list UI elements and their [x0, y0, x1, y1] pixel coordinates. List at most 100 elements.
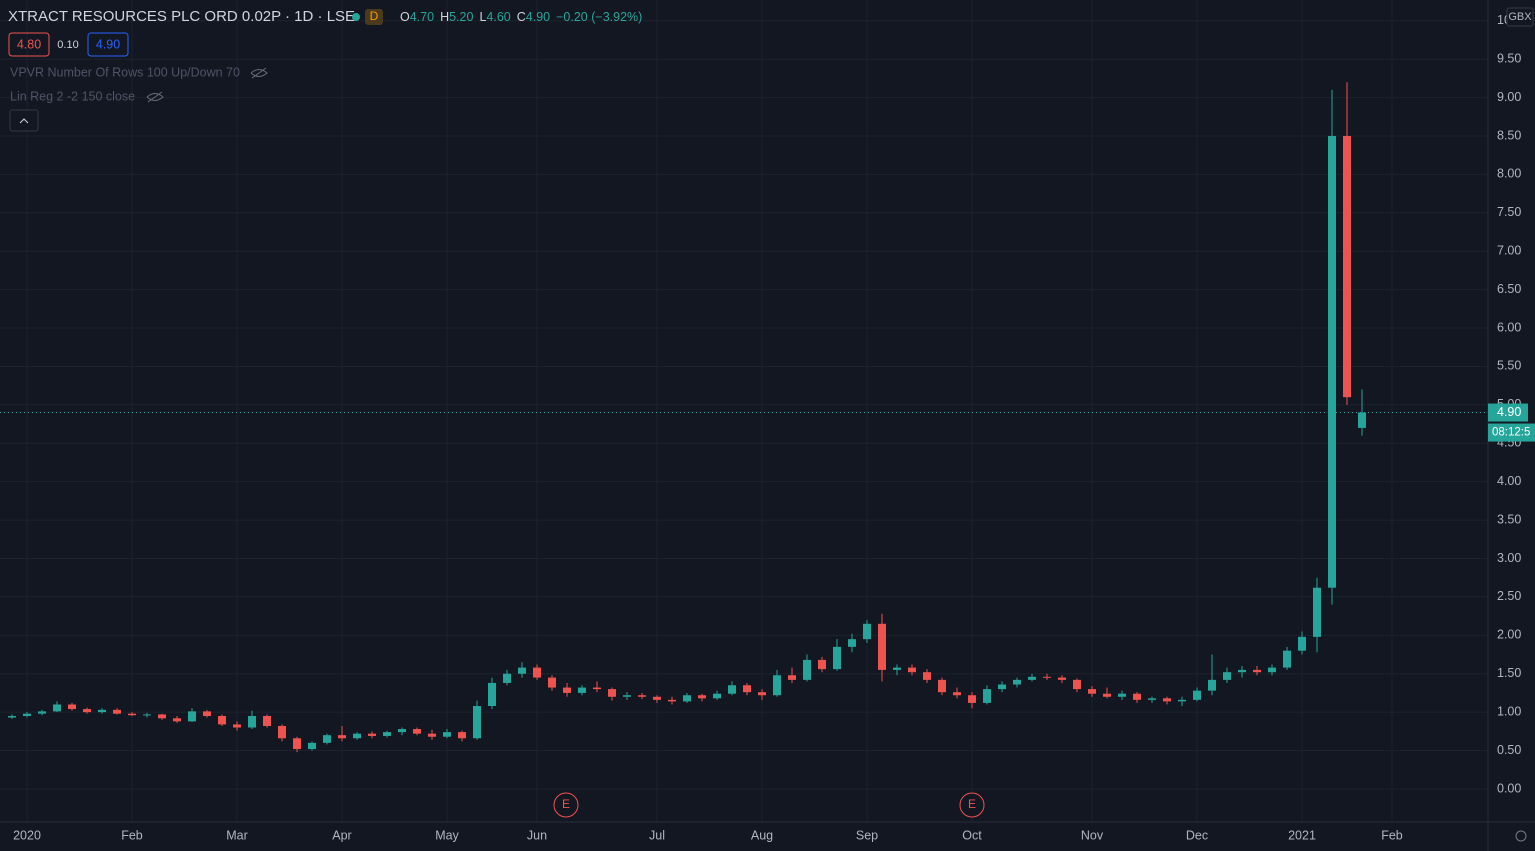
y-tick-label: 1.50 [1497, 666, 1521, 680]
candle-body [518, 667, 526, 674]
event-marker [553, 792, 579, 818]
axes: 0.000.501.001.502.002.503.003.504.004.50… [13, 13, 1528, 842]
x-tick-label: Nov [1081, 828, 1104, 842]
badge: D [370, 9, 379, 23]
candle-body [893, 667, 901, 670]
y-tick-label: 1.00 [1497, 704, 1521, 718]
countdown-badge [1488, 423, 1535, 442]
candle-body [263, 715, 271, 726]
symbol-title: XTRACT RESOURCES PLC ORD 0.02P · 1D · LS… [8, 8, 355, 25]
ohlc-key: O [400, 10, 410, 24]
candle-body [818, 659, 826, 670]
candle-body [353, 733, 361, 739]
candle-body [683, 695, 691, 702]
currency: GBX [1508, 11, 1532, 23]
y-tick-label: 6.00 [1497, 320, 1521, 334]
y-tick-label: 8.00 [1497, 167, 1521, 181]
candle-body [323, 735, 331, 743]
spread: 0.10 [57, 39, 78, 51]
candle-body [1268, 667, 1276, 673]
candle-body [1253, 669, 1261, 673]
candle-body [1343, 135, 1351, 398]
status-dot [352, 13, 360, 21]
x-tick-label: May [435, 828, 459, 842]
x-tick-label: Feb [1381, 828, 1403, 842]
candle-body [458, 732, 466, 739]
candle-body [953, 692, 961, 696]
candle-body [383, 732, 391, 736]
candle-body [128, 713, 136, 716]
candle-body [158, 714, 166, 719]
x-tick-label: 2020 [13, 828, 41, 842]
badge-bg [365, 9, 383, 25]
candle-body [308, 742, 316, 750]
candle-body [848, 639, 856, 647]
buy-box[interactable] [87, 32, 129, 57]
candle-body [623, 695, 631, 697]
candle-body [938, 679, 946, 693]
candle-body [248, 715, 256, 728]
candle-body [278, 725, 286, 739]
candle-body [833, 646, 841, 670]
candle-body [443, 732, 451, 737]
candle-body [1208, 679, 1216, 691]
currency-box[interactable] [1506, 7, 1534, 27]
sell-box[interactable] [8, 32, 50, 57]
grid [0, 0, 1488, 822]
candles [8, 82, 1366, 753]
candle-body [503, 673, 511, 683]
y-tick-label: 2.50 [1497, 589, 1521, 603]
y-tick-label: 8.50 [1497, 128, 1521, 142]
candle-body [1148, 698, 1156, 700]
x-tick-label: Oct [962, 828, 982, 842]
candle-body [1283, 650, 1291, 668]
candle-body [968, 695, 976, 703]
settings-icon[interactable] [1515, 830, 1527, 842]
candle-body [908, 667, 916, 673]
ohlc-key: H [440, 10, 449, 24]
buy-price: 4.90 [96, 37, 120, 51]
candle-body [773, 675, 781, 696]
collapse-icon [19, 118, 29, 124]
y-tick-label: 7.50 [1497, 205, 1521, 219]
x-tick-label: Sep [856, 828, 878, 842]
x-tick-label: 2021 [1288, 828, 1316, 842]
candle-body [563, 687, 571, 693]
ohlc-key: L [479, 10, 486, 24]
candle-body [863, 623, 871, 640]
candle-body [38, 711, 46, 714]
countdown: 08:12:5 [1492, 427, 1530, 439]
candle-body [878, 623, 886, 670]
x-tick-label: Dec [1186, 828, 1208, 842]
candle-body [713, 693, 721, 699]
candle-body [1298, 636, 1306, 651]
candle-body [1133, 693, 1141, 700]
event-label: E [562, 797, 570, 811]
ohlc-key: C [517, 10, 526, 24]
x-tick-label: Jul [649, 828, 665, 842]
candle-body [743, 685, 751, 693]
candle-body [413, 729, 421, 734]
x-tick-label: Feb [121, 828, 143, 842]
candle-body [593, 687, 601, 690]
candle-body [1028, 676, 1036, 680]
candle-body [1178, 699, 1186, 702]
hide-icon[interactable] [146, 91, 164, 103]
candle-body [983, 689, 991, 703]
y-tick-label: 0.50 [1497, 743, 1521, 757]
candle-body [923, 672, 931, 680]
ohlc-value: 5.20 [449, 10, 473, 24]
candle-body [668, 699, 676, 702]
candle-body [68, 704, 76, 710]
collapse-button[interactable] [9, 109, 39, 132]
candle-body [698, 695, 706, 699]
candle-body [1118, 693, 1126, 697]
y-tick-label: 3.00 [1497, 551, 1521, 565]
candle-body [488, 682, 496, 706]
candle-body [293, 738, 301, 750]
hide-icon[interactable] [250, 67, 268, 79]
ohlc: O4.70 H5.20 L4.60 C4.90 −0.20 (−3.92%) [400, 10, 642, 24]
candle-body [548, 677, 556, 688]
candle-body [53, 704, 61, 712]
event-marker [959, 792, 985, 818]
